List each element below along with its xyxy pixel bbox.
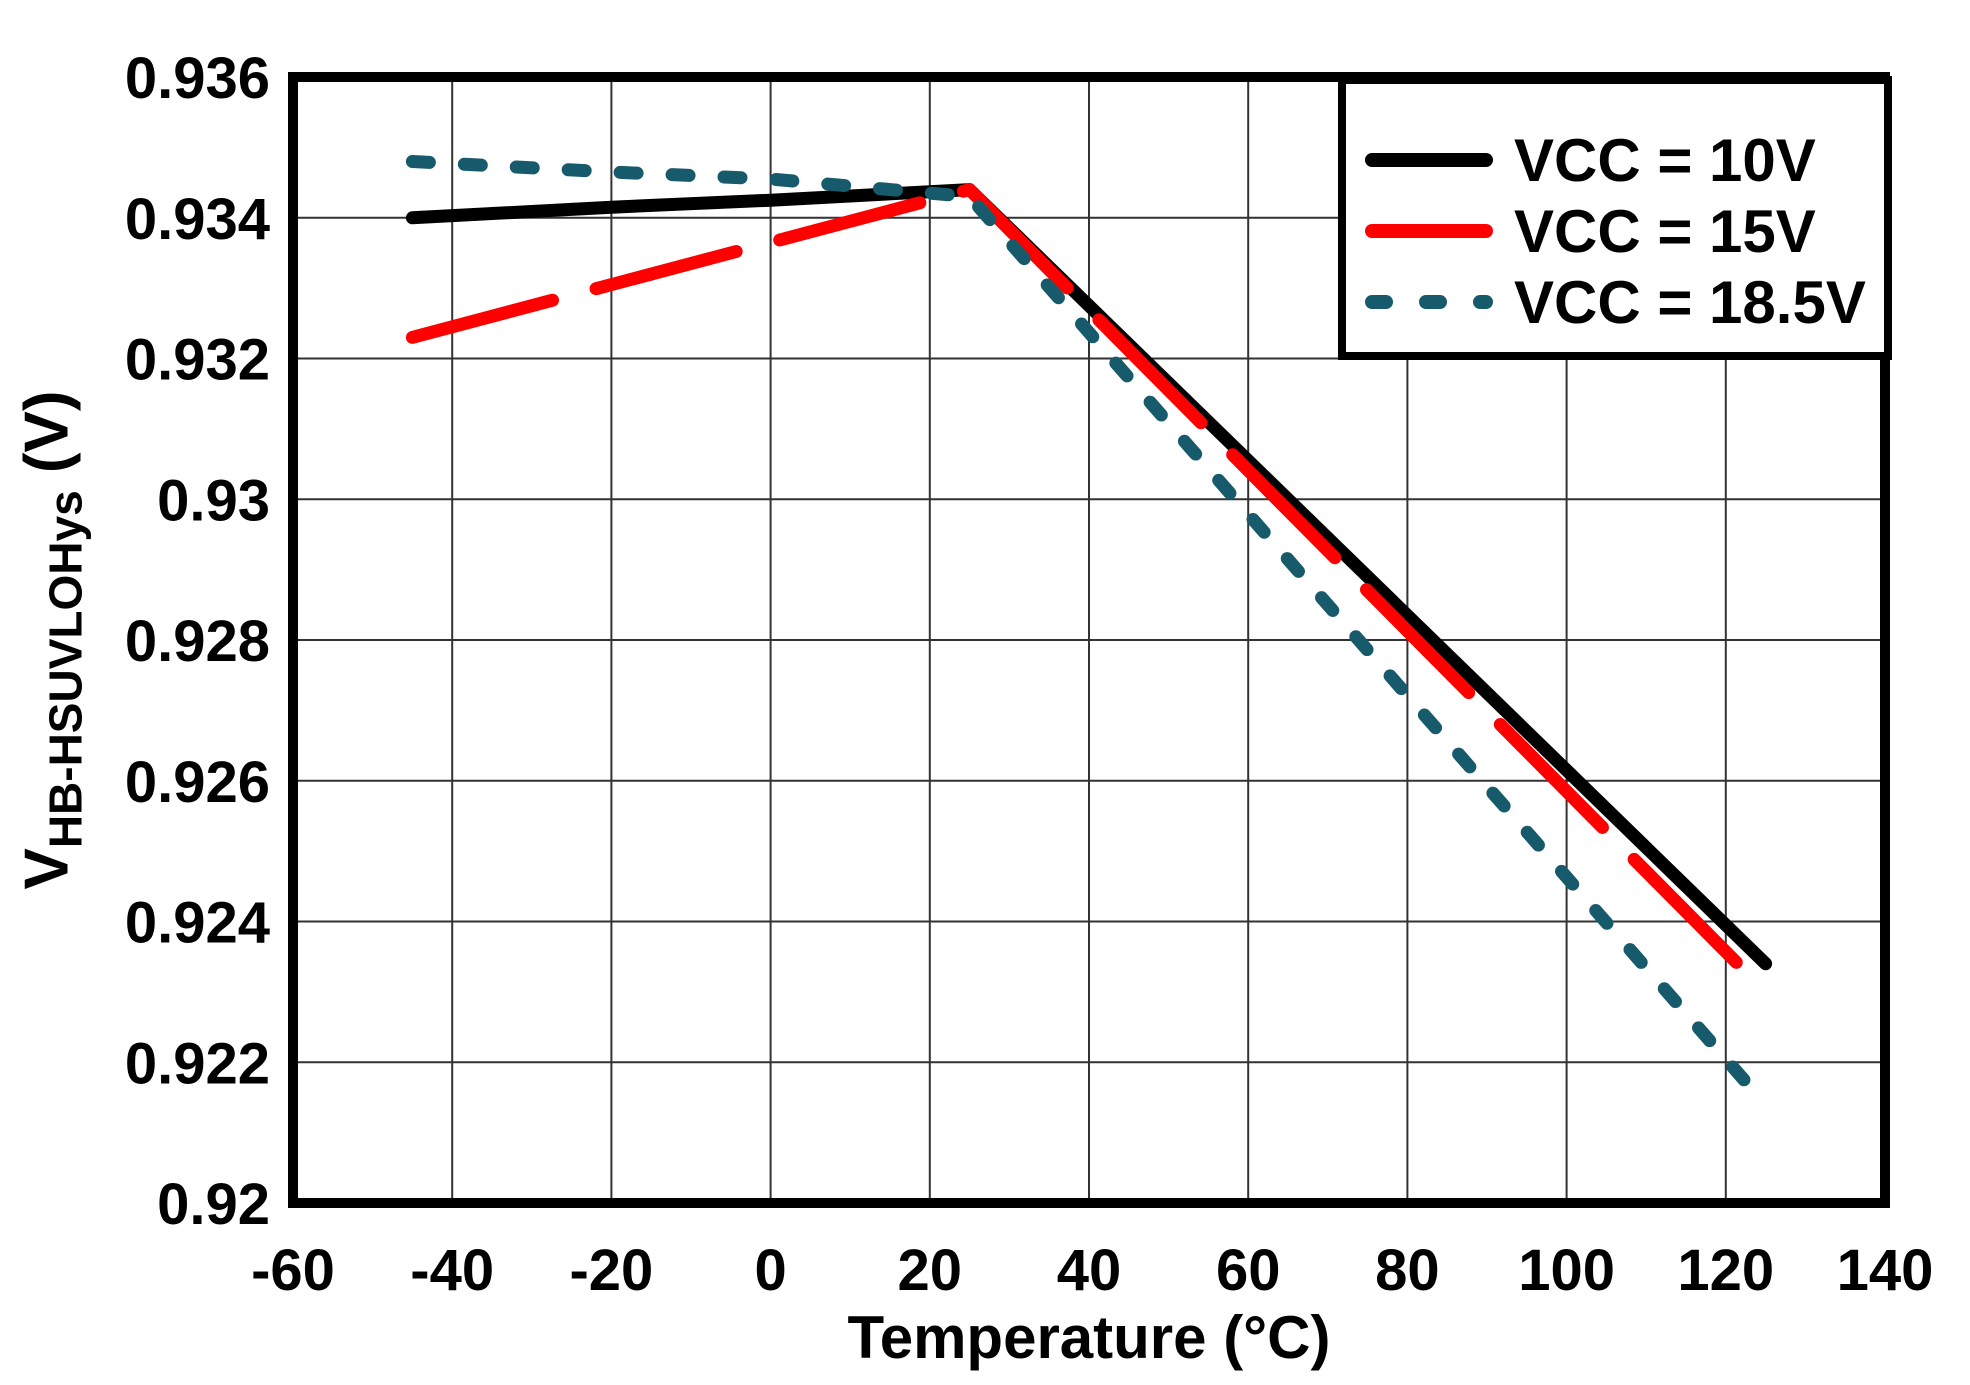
series-line-vcc-10v xyxy=(405,183,1773,971)
x-tick-label: 140 xyxy=(1837,1238,1934,1303)
x-tick-label: -20 xyxy=(569,1238,653,1303)
x-tick-label: 100 xyxy=(1518,1238,1615,1303)
y-tick-label: 0.928 xyxy=(125,609,270,674)
y-axis-title-main: V xyxy=(12,848,82,890)
x-tick-label: -40 xyxy=(410,1238,494,1303)
y-tick-label: 0.926 xyxy=(125,750,270,815)
legend-box xyxy=(1338,76,1892,360)
x-tick-label: 40 xyxy=(1057,1238,1122,1303)
y-axis-title-unit: (V) xyxy=(12,390,82,491)
series-line-vcc-15v xyxy=(405,183,1773,999)
y-axis-title-subscript: HB-HSUVLOHys xyxy=(39,490,92,849)
plot-border xyxy=(288,72,1890,1208)
x-tick-label: 120 xyxy=(1677,1238,1774,1303)
x-tick-label: 80 xyxy=(1375,1238,1440,1303)
y-axis-title: VHB-HSUVLOHys (V) xyxy=(12,390,93,889)
legend-label: VCC = 18.5V xyxy=(1514,269,1866,336)
y-tick-label: 0.936 xyxy=(125,46,270,111)
y-tick-label: 0.934 xyxy=(125,187,270,252)
x-tick-label: 20 xyxy=(898,1238,963,1303)
x-tick-label: 0 xyxy=(754,1238,786,1303)
y-tick-label: 0.93 xyxy=(157,468,270,533)
x-tick-label: -60 xyxy=(251,1238,335,1303)
y-tick-label: 0.932 xyxy=(125,328,270,393)
legend-label: VCC = 10V xyxy=(1514,127,1816,194)
legend-label: VCC = 15V xyxy=(1514,198,1816,265)
y-tick-label: 0.924 xyxy=(125,891,270,956)
y-tick-label: 0.92 xyxy=(157,1172,270,1237)
series-line-vcc-18.5v xyxy=(405,155,1773,1111)
x-axis-title: Temperature (°C) xyxy=(847,1304,1331,1371)
x-tick-label: 60 xyxy=(1216,1238,1281,1303)
y-tick-label: 0.922 xyxy=(125,1031,270,1096)
